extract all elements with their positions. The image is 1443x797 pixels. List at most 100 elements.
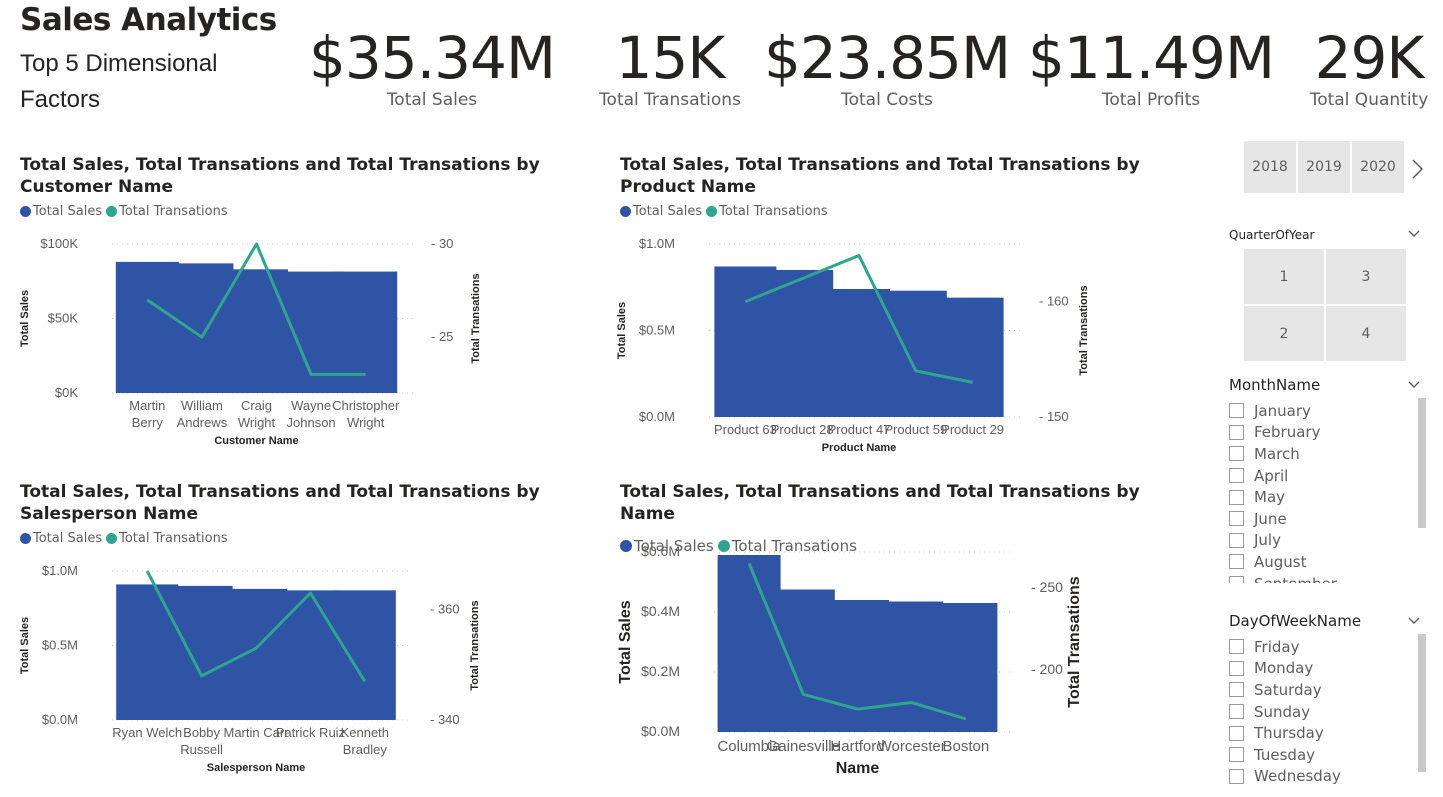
kpi-label: Total Costs <box>841 90 933 110</box>
transactions-line <box>744 254 973 384</box>
quarter-button-3[interactable]: 3 <box>1326 249 1406 304</box>
dow-option-monday[interactable]: Monday <box>1229 658 1409 680</box>
y-axis-title: Total Sales <box>19 617 31 674</box>
legend-sales-dot <box>20 533 31 544</box>
month-option-july[interactable]: July <box>1229 530 1409 552</box>
checkbox[interactable] <box>1229 468 1244 484</box>
quarter-slicer: 1 3 2 4 <box>1244 249 1406 361</box>
chart-by-product[interactable]: Total Sales, Total Transations and Total… <box>620 154 1200 219</box>
quarter-button-2[interactable]: 2 <box>1244 306 1324 361</box>
month-scrollbar[interactable] <box>1418 398 1426 528</box>
checkbox[interactable] <box>1229 446 1244 462</box>
kpi-total-sales: $35.34M Total Sales <box>300 26 564 110</box>
y2-axis-title: Total Transations <box>1066 576 1083 707</box>
checkbox[interactable] <box>1229 660 1244 676</box>
checkbox[interactable] <box>1229 704 1244 720</box>
year-button-2018[interactable]: 2018 <box>1244 141 1296 193</box>
x-tick-label: Product 59 <box>884 422 947 437</box>
kpi-total-costs: $23.85M Total Costs <box>760 26 1014 110</box>
legend-sales-label: Total Sales <box>634 537 714 555</box>
chevron-down-icon[interactable] <box>1407 612 1421 630</box>
chevron-down-icon[interactable] <box>1407 228 1421 242</box>
x-tick-label: Bobby Russell <box>180 725 223 757</box>
checkbox[interactable] <box>1229 554 1244 570</box>
checkbox[interactable] <box>1229 532 1244 548</box>
legend-sales-dot <box>620 206 631 217</box>
checkbox[interactable] <box>1229 725 1244 741</box>
kpi-total-quantity: 29K Total Quantity <box>1300 26 1438 110</box>
bar <box>828 288 890 417</box>
kpi-total-transactions: 15K Total Transations <box>580 26 760 110</box>
dow-option-thursday[interactable]: Thursday <box>1229 722 1409 744</box>
month-option-march[interactable]: March <box>1229 443 1409 465</box>
checkbox[interactable] <box>1229 682 1244 698</box>
checkbox[interactable] <box>1229 511 1244 527</box>
year-button-2020[interactable]: 2020 <box>1352 141 1404 193</box>
legend-transactions-label: Total Transations <box>119 531 228 546</box>
month-option-february[interactable]: February <box>1229 422 1409 444</box>
x-tick-label: Craig Wright <box>238 398 276 430</box>
dow-option-saturday[interactable]: Saturday <box>1229 679 1409 701</box>
dow-slicer-title: DayOfWeekName <box>1229 612 1362 630</box>
y-tick-label: $100K <box>40 236 78 251</box>
checkbox[interactable] <box>1229 576 1244 583</box>
chart-by-name[interactable]: Total Sales, Total Transations and Total… <box>620 481 1200 555</box>
bar <box>279 590 342 720</box>
y-tick-label: $0.0M <box>42 712 78 727</box>
month-option-january[interactable]: January <box>1229 400 1409 422</box>
bar <box>884 290 947 417</box>
bar <box>934 603 998 732</box>
transactions-line <box>747 562 967 721</box>
checkbox[interactable] <box>1229 747 1244 763</box>
x-tick-label: Martin Berry <box>129 398 165 430</box>
y2-axis-title: Total Transations <box>469 600 481 690</box>
month-option-april[interactable]: April <box>1229 465 1409 487</box>
month-option-september[interactable]: September <box>1229 573 1409 583</box>
chevron-right-icon[interactable] <box>1410 158 1424 184</box>
kpi-label: Total Sales <box>386 90 478 110</box>
kpi-value: $11.49M <box>1028 24 1275 92</box>
y-tick-label: $0.0M <box>641 723 680 739</box>
bar <box>333 590 396 720</box>
chevron-down-icon[interactable] <box>1407 376 1421 394</box>
option-label: February <box>1254 423 1321 442</box>
dow-option-friday[interactable]: Friday <box>1229 636 1409 658</box>
quarter-button-1[interactable]: 1 <box>1244 249 1324 304</box>
chart-by-salesperson-plot[interactable]: $0.0M $0.5M $1.0M - 340 - 360 Ryan Welch Bobby… <box>0 555 600 790</box>
chart-by-salesperson[interactable]: Total Sales, Total Transations and Total… <box>20 481 600 546</box>
bar <box>941 297 1004 417</box>
month-option-may[interactable]: May <box>1229 486 1409 508</box>
bar <box>170 263 234 393</box>
checkbox[interactable] <box>1229 403 1244 419</box>
checkbox[interactable] <box>1229 639 1244 655</box>
legend-transactions-dot <box>717 540 730 552</box>
kpi-total-profits: $11.49M Total Profits <box>1024 26 1278 110</box>
chart-by-name-plot[interactable]: $0.0M $0.2M $0.4M $0.6M - 200 - 250 ColumbiaGa… <box>600 545 1210 797</box>
chart-by-customer[interactable]: Total Sales, Total Transations and Total… <box>20 154 590 219</box>
x-tick-label: Product 29 <box>941 422 1004 437</box>
chart-title: Total Sales, Total Transations and Total… <box>620 155 1140 197</box>
page-title: Sales Analytics <box>20 2 277 38</box>
chart-by-customer-plot[interactable]: $0K $50K $100K - 25 - 30 Martin Berry William An… <box>0 228 600 463</box>
checkbox[interactable] <box>1229 489 1244 505</box>
x-tick-label: Gainesville <box>767 738 840 755</box>
chart-title: Total Sales, Total Transations and Total… <box>20 155 540 197</box>
checkbox[interactable] <box>1229 768 1244 784</box>
x-axis-title: Product Name <box>822 442 897 454</box>
option-label: Monday <box>1254 659 1314 678</box>
y-tick-label: $0.4M <box>641 603 680 619</box>
checkbox[interactable] <box>1229 424 1244 440</box>
x-tick-label: Wayne Johnson <box>287 398 336 430</box>
dow-scrollbar[interactable] <box>1418 634 1426 772</box>
bar <box>771 269 834 417</box>
year-button-2019[interactable]: 2019 <box>1298 141 1350 193</box>
month-option-june[interactable]: June <box>1229 508 1409 530</box>
x-tick-label: Product 28 <box>771 422 834 437</box>
month-option-august[interactable]: August <box>1229 551 1409 573</box>
dow-slicer-list: Friday Monday Saturday Sunday Thursday T… <box>1229 636 1409 786</box>
dow-option-tuesday[interactable]: Tuesday <box>1229 744 1409 766</box>
dow-option-wednesday[interactable]: Wednesday <box>1229 766 1409 786</box>
quarter-button-4[interactable]: 4 <box>1326 306 1406 361</box>
dow-option-sunday[interactable]: Sunday <box>1229 701 1409 723</box>
